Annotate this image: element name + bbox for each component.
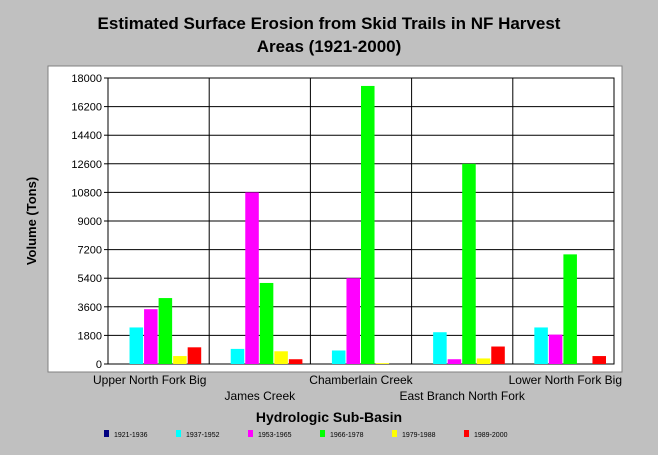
y-tick-label: 1800 [78, 330, 102, 342]
legend-label-1921-1936: 1921-1936 [114, 432, 148, 439]
legend-label-1937-1952: 1937-1952 [186, 432, 220, 439]
legend-label-1953-1965: 1953-1965 [258, 432, 292, 439]
legend: 1921-1936 1937-1952 1953-1965 1966-1978 1979… [104, 430, 508, 439]
x-tick-label: East Branch North Fork [400, 389, 526, 403]
y-tick-label: 3600 [78, 302, 102, 314]
legend-swatch-1921-1936 [104, 430, 109, 437]
bar-1979-1988-3 [476, 358, 491, 364]
bar-1937-1952-1 [230, 348, 245, 364]
bar-1937-1952-3 [433, 332, 447, 364]
y-tick-label: 0 [96, 359, 102, 371]
bar-1989-2000-3 [491, 346, 505, 364]
y-tick-label: 14400 [71, 130, 102, 142]
bar-1953-1965-2 [346, 278, 360, 364]
bar-1966-1978-0 [158, 298, 173, 364]
y-tick-label: 18000 [71, 73, 102, 85]
bar-1966-1978-1 [259, 282, 274, 364]
legend-label-1966-1978: 1966-1978 [330, 432, 364, 439]
bar-1937-1952-0 [129, 327, 144, 364]
bar-1937-1952-2 [331, 350, 346, 364]
chart-title-line-2: Areas (1921-2000) [256, 37, 402, 56]
legend-label-1979-1988: 1979-1988 [402, 432, 436, 439]
y-tick-label: 9000 [78, 216, 102, 228]
x-tick-label: Upper North Fork Big [93, 373, 206, 387]
x-tick-label: Lower North Fork Big [509, 373, 622, 387]
x-axis-label: Hydrologic Sub-Basin [256, 409, 402, 425]
x-tick-label: James Creek [224, 389, 296, 403]
legend-swatch-1953-1965 [248, 430, 253, 437]
bar-1953-1965-4 [548, 334, 563, 364]
bar-1979-1988-1 [274, 351, 288, 364]
bar-1989-2000-4 [592, 356, 606, 364]
legend-swatch-1966-1978 [320, 430, 325, 437]
bar-layer [129, 85, 606, 364]
bar-1966-1978-4 [563, 254, 577, 364]
y-tick-label: 16200 [71, 102, 102, 114]
bar-1979-1988-0 [173, 356, 187, 364]
bar-1966-1978-3 [462, 163, 476, 364]
legend-swatch-1937-1952 [176, 430, 181, 437]
axis-layer: 0 1800 3600 5400 7200 9000 10800 12600 14400 1620… [71, 73, 622, 403]
bar-1953-1965-3 [447, 359, 462, 364]
bar-1937-1952-4 [534, 327, 548, 364]
bar-1953-1965-0 [144, 309, 158, 364]
legend-swatch-1989-2000 [464, 430, 469, 437]
bar-1966-1978-2 [361, 85, 375, 364]
bar-1989-2000-1 [288, 359, 303, 364]
x-tick-label: Chamberlain Creek [309, 373, 413, 387]
y-tick-label: 7200 [78, 245, 102, 257]
bar-1989-2000-0 [187, 347, 202, 364]
y-axis-label: Volume (Tons) [24, 177, 39, 265]
y-tick-label: 12600 [71, 159, 102, 171]
bar-1953-1965-1 [245, 192, 259, 364]
y-tick-label: 10800 [71, 187, 102, 199]
legend-swatch-1979-1988 [392, 430, 397, 437]
chart-title-line-1: Estimated Surface Erosion from Skid Trai… [97, 14, 561, 33]
legend-label-1989-2000: 1989-2000 [474, 432, 508, 439]
bar-1979-1988-2 [375, 363, 390, 364]
y-tick-label: 5400 [78, 273, 102, 285]
